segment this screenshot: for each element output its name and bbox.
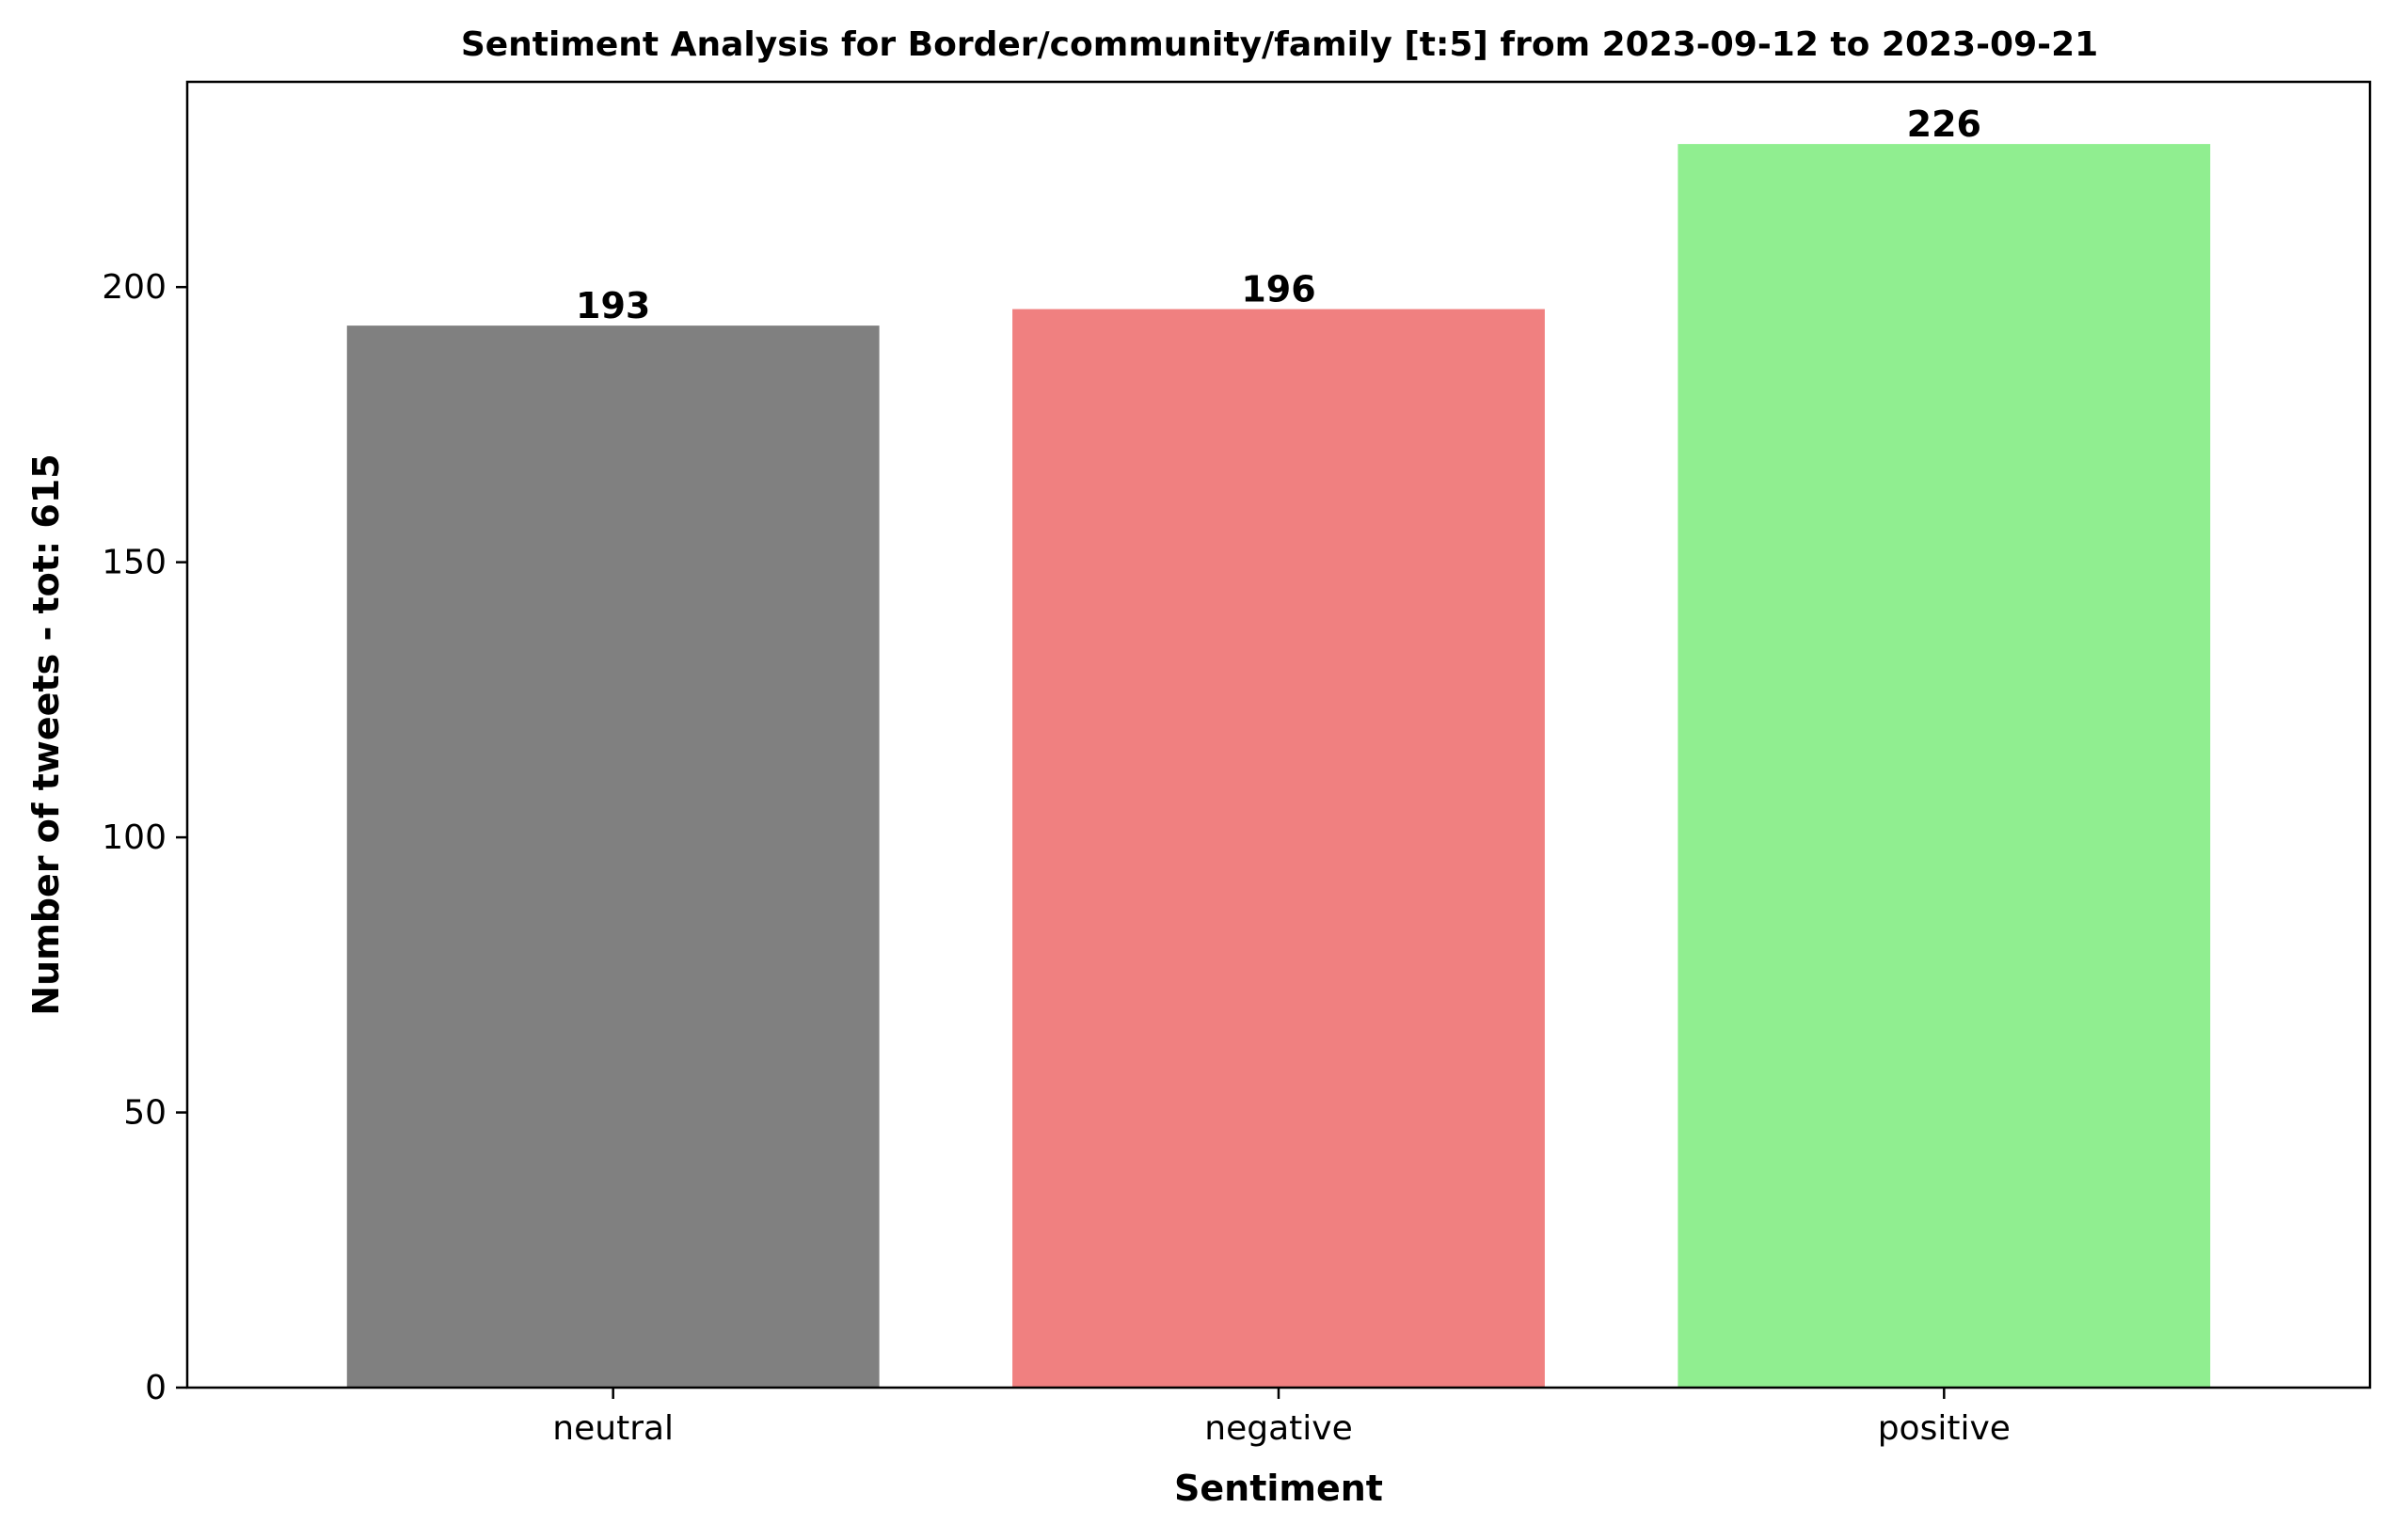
y-axis-label: Number of tweets - tot: 615: [25, 453, 67, 1015]
bar-value-label-positive: 226: [1907, 103, 1981, 145]
x-tick-label-neutral: neutral: [552, 1409, 674, 1448]
bar-value-label-negative: 196: [1241, 269, 1315, 310]
x-tick-label-negative: negative: [1204, 1409, 1352, 1448]
y-axis-ticks: 0 50 100 150 200: [102, 268, 187, 1407]
chart-title: Sentiment Analysis for Border/community/…: [461, 25, 2098, 64]
x-axis-ticks: neutral negative positive: [552, 1388, 2011, 1448]
bar-labels-layer: 193 196 226: [576, 103, 1981, 326]
plot-area-frame: [185, 80, 2372, 1389]
bar-value-label-neutral: 193: [576, 285, 650, 326]
y-tick-label-150: 150: [102, 544, 167, 582]
bar-negative: [1012, 309, 1545, 1388]
y-tick-label-100: 100: [102, 818, 167, 857]
x-tick-label-positive: positive: [1878, 1409, 2011, 1448]
y-tick-label-200: 200: [102, 268, 167, 307]
y-tick-label-50: 50: [123, 1094, 167, 1133]
bar-positive: [1678, 144, 2211, 1389]
x-axis-label: Sentiment: [1174, 1468, 1383, 1509]
bars-layer: [346, 144, 2211, 1389]
bar-neutral: [346, 325, 880, 1389]
y-tick-label-0: 0: [145, 1369, 167, 1407]
